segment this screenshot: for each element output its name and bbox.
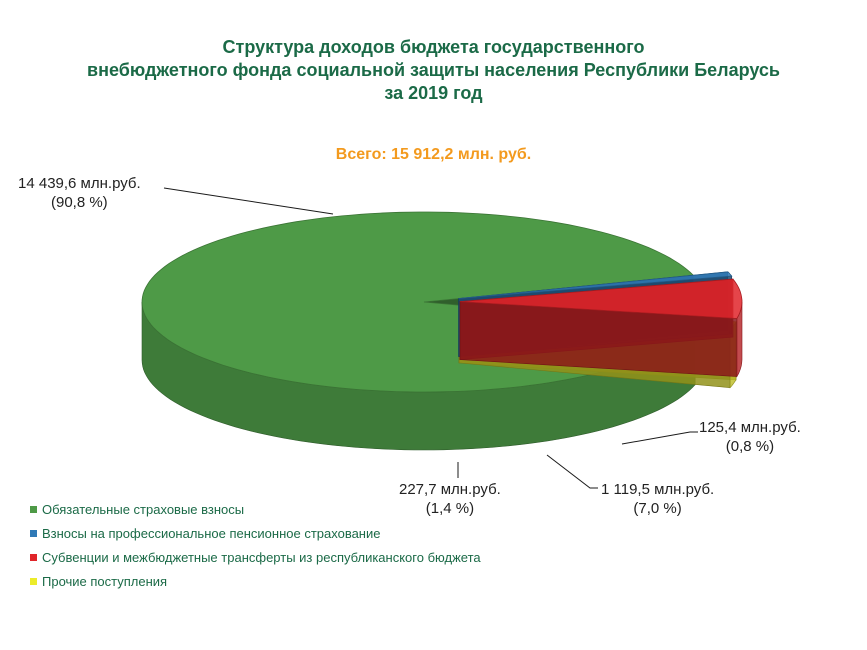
data-label-other: 227,7 млн.руб. (1,4 %)	[399, 480, 501, 518]
legend-item-mandatory: Обязательные страховые взносы	[30, 497, 481, 521]
title-line-3: за 2019 год	[384, 83, 483, 103]
data-label-value: 227,7 млн.руб.	[399, 481, 501, 498]
legend-label: Прочие поступления	[42, 573, 168, 589]
legend-swatch	[30, 553, 37, 561]
leader-line-mandatory	[163, 187, 334, 215]
legend-swatch	[30, 529, 37, 537]
legend-label: Обязательные страховые взносы	[42, 501, 245, 517]
data-label-mandatory: 14 439,6 млн.руб. (90,8 %)	[18, 174, 141, 212]
data-label-professional: 125,4 млн.руб. (0,8 %)	[699, 418, 801, 456]
title-line-1: Структура доходов бюджета государственно…	[222, 37, 645, 57]
leader-line-professional	[621, 431, 698, 445]
title-line-2: внебюджетного фонда социальной защиты на…	[87, 60, 780, 80]
legend-item-professional: Взносы на профессиональное пенсионное ст…	[30, 521, 481, 545]
total-label: Всего: 15 912,2 млн. руб.	[335, 146, 532, 163]
data-label-value: 14 439,6 млн.руб.	[18, 175, 141, 192]
chart-legend: Обязательные страховые взносы Взносы на …	[30, 497, 481, 593]
data-label-percent: (90,8 %)	[50, 194, 108, 211]
leader-line-subventions	[546, 454, 598, 489]
legend-item-other: Прочие поступления	[30, 569, 481, 593]
chart-title: Структура доходов бюджета государственно…	[0, 36, 867, 105]
legend-swatch	[30, 505, 37, 513]
legend-label: Взносы на профессиональное пенсионное ст…	[42, 525, 381, 541]
data-label-percent: (1,4 %)	[425, 500, 475, 517]
data-label-value: 125,4 млн.руб.	[699, 419, 801, 436]
legend-item-subventions: Субвенции и межбюджетные трансферты из р…	[30, 545, 481, 569]
data-label-percent: (7,0 %)	[633, 500, 682, 517]
pie-slice-professional	[458, 271, 733, 299]
data-label-value: 1 119,5 млн.руб.	[601, 481, 715, 498]
legend-label: Субвенции и межбюджетные трансферты из р…	[42, 549, 481, 565]
legend-swatch	[30, 577, 37, 585]
data-label-subventions: 1 119,5 млн.руб. (7,0 %)	[601, 480, 714, 518]
pie-slice-subventions	[459, 278, 743, 319]
data-label-percent: (0,8 %)	[725, 438, 775, 455]
